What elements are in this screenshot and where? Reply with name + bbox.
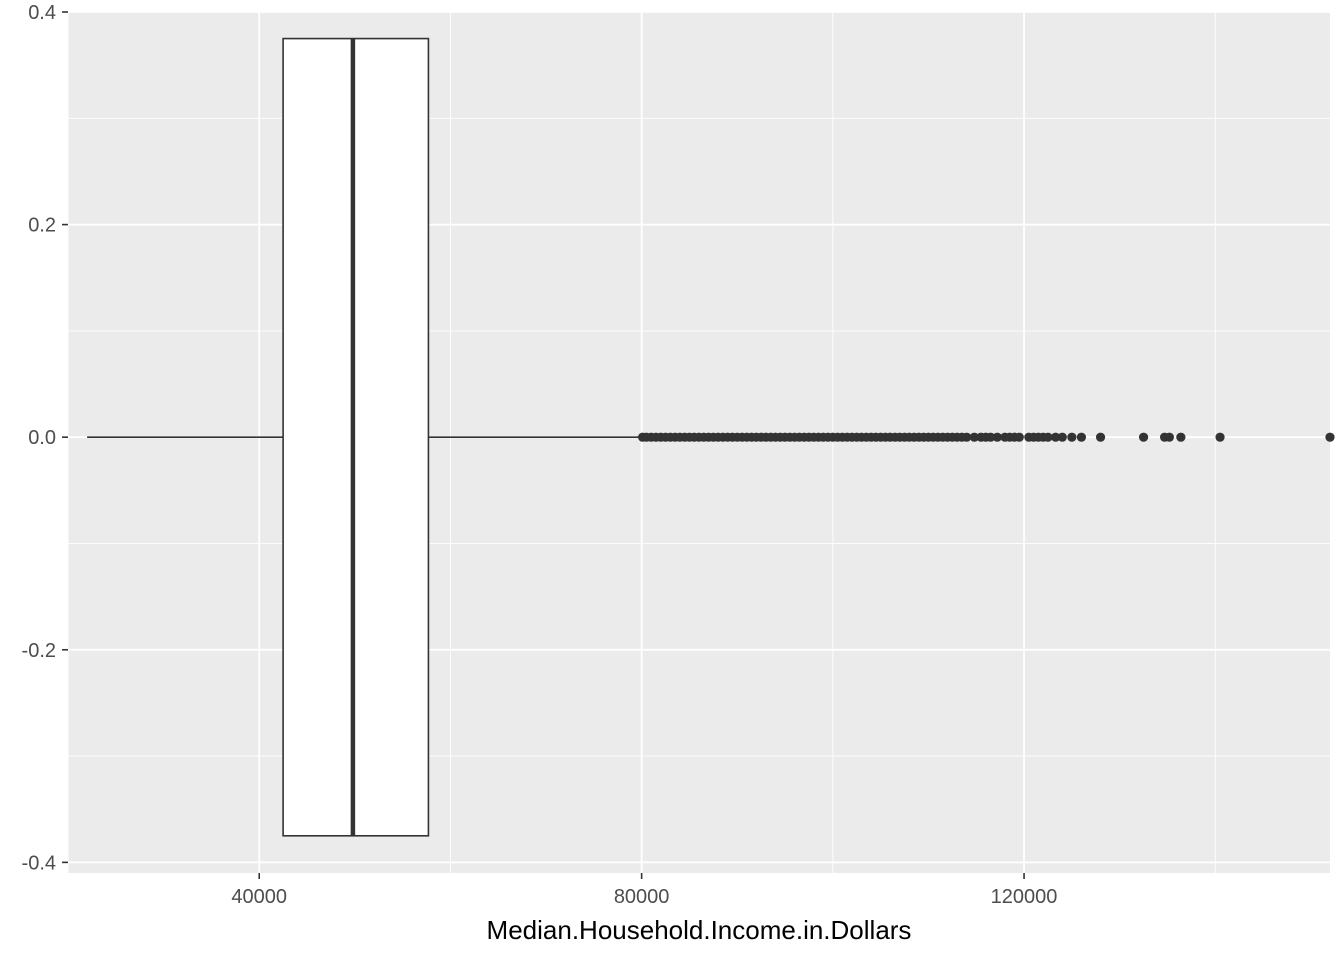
x-tick-label: 40000 bbox=[231, 886, 287, 908]
y-tick-label: -0.2 bbox=[22, 640, 56, 662]
outlier-point bbox=[1057, 432, 1067, 442]
outlier-point bbox=[1176, 432, 1186, 442]
outlier-points bbox=[637, 432, 1335, 442]
outlier-point bbox=[1325, 432, 1335, 442]
outlier-point bbox=[985, 432, 996, 442]
outlier-point bbox=[1164, 432, 1174, 442]
x-tick-label: 80000 bbox=[614, 886, 670, 908]
plot-panel bbox=[68, 12, 1330, 873]
grid-minor bbox=[67, 12, 1330, 873]
outlier-point bbox=[1076, 432, 1087, 442]
boxplot bbox=[87, 37, 642, 837]
outlier-point bbox=[969, 432, 979, 442]
y-tick-label: -0.4 bbox=[22, 852, 56, 874]
outlier-point bbox=[962, 432, 972, 442]
outlier-point bbox=[1067, 432, 1077, 442]
outlier-point bbox=[1138, 432, 1149, 442]
x-axis: 40000 80000 120000 bbox=[231, 873, 1057, 908]
outlier-point bbox=[1014, 432, 1024, 442]
outlier-point bbox=[992, 432, 1002, 442]
x-axis-title: Median.Household.Income.in.Dollars bbox=[487, 915, 912, 945]
outlier-point bbox=[1051, 432, 1061, 442]
y-tick-label: 0.2 bbox=[28, 215, 56, 237]
x-tick-label: 120000 bbox=[991, 886, 1058, 908]
y-axis: -0.4 -0.2 0.0 0.2 0.4 bbox=[22, 2, 68, 874]
outlier-point bbox=[1215, 432, 1225, 442]
y-tick-label: 0.0 bbox=[28, 427, 56, 449]
outlier-point bbox=[1043, 432, 1053, 442]
y-tick-label: 0.4 bbox=[28, 2, 56, 24]
box-iqr bbox=[282, 37, 430, 837]
outlier-point bbox=[1095, 432, 1106, 442]
